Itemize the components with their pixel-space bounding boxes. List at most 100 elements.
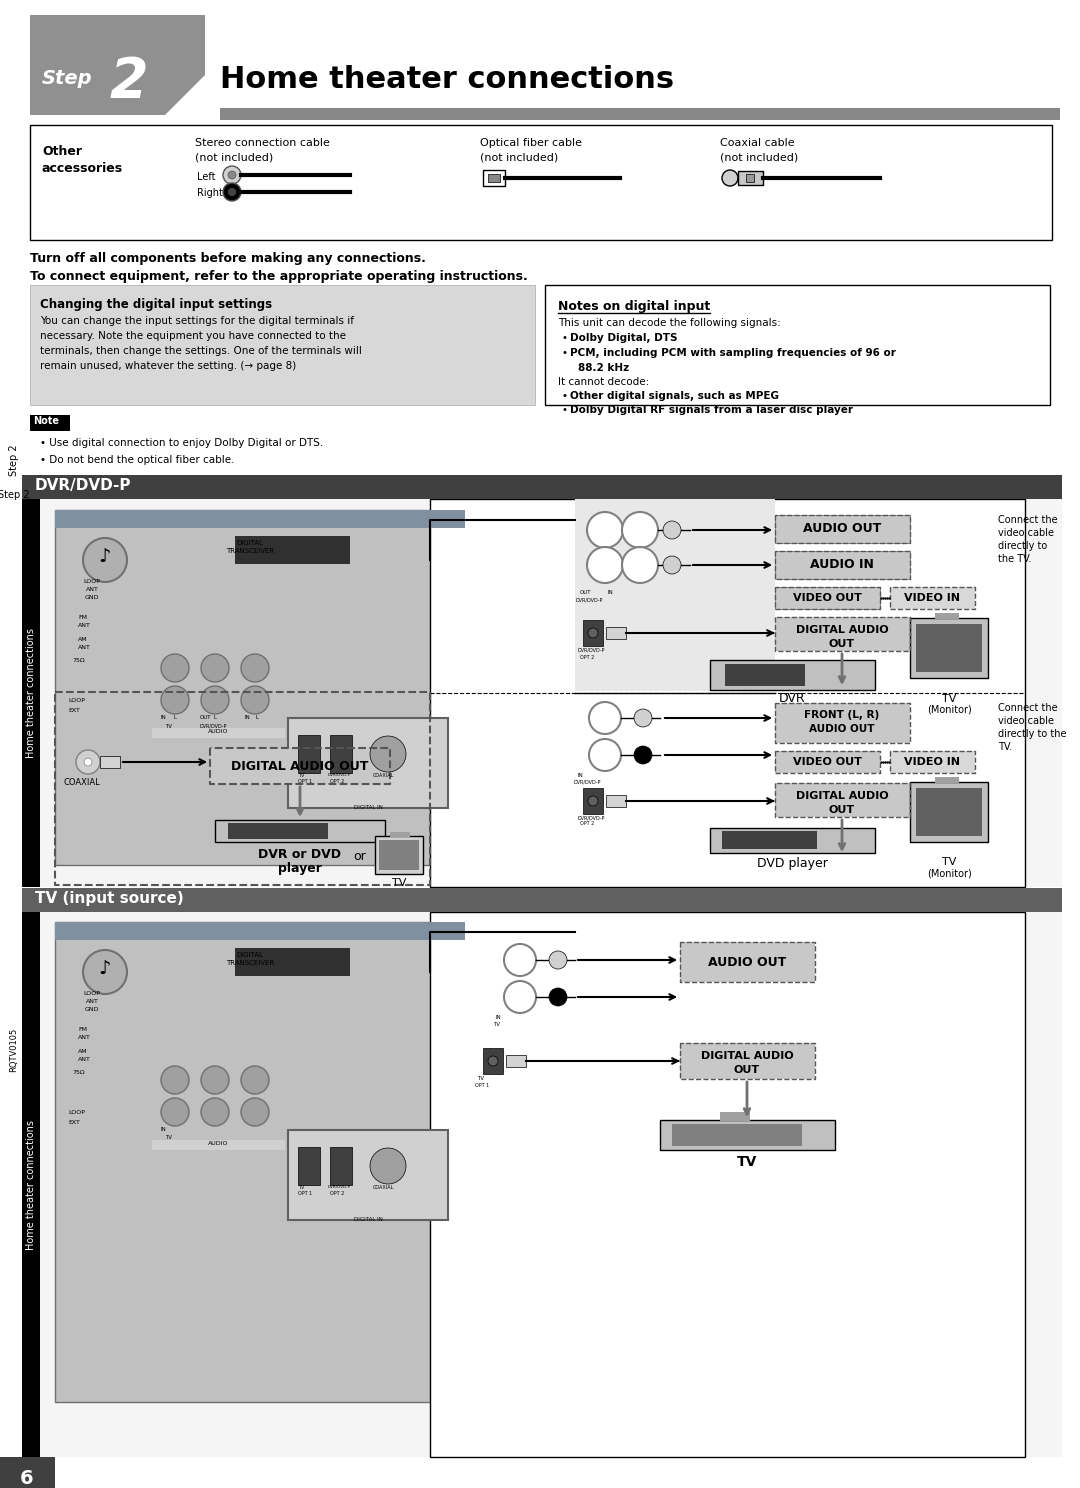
- Text: IN: IN: [244, 716, 249, 720]
- Bar: [228, 823, 328, 839]
- Text: ANT: ANT: [85, 586, 98, 592]
- Bar: [775, 751, 880, 772]
- Text: 75Ω: 75Ω: [72, 658, 84, 664]
- Bar: [288, 719, 448, 808]
- Text: Notes on digital input: Notes on digital input: [558, 301, 711, 312]
- Text: To connect equipment, refer to the appropriate operating instructions.: To connect equipment, refer to the appro…: [30, 269, 528, 283]
- Circle shape: [201, 655, 229, 682]
- Bar: [30, 125, 1052, 240]
- Circle shape: [83, 539, 127, 582]
- Text: AM: AM: [78, 1049, 87, 1054]
- Text: AUDIO OUT: AUDIO OUT: [809, 725, 875, 734]
- Text: TV: TV: [165, 1135, 172, 1140]
- Text: OUT: OUT: [829, 805, 855, 815]
- Text: Turn off all components before making any connections.: Turn off all components before making an…: [30, 251, 426, 265]
- Text: (not included): (not included): [480, 152, 558, 162]
- Text: AUDIO: AUDIO: [207, 729, 228, 734]
- Bar: [488, 174, 500, 182]
- Bar: [152, 728, 285, 738]
- Bar: [575, 498, 775, 690]
- Text: Stereo connection cable: Stereo connection cable: [195, 138, 329, 147]
- Bar: [710, 661, 875, 690]
- Text: DIGITAL IN: DIGITAL IN: [353, 805, 382, 809]
- Bar: [890, 586, 975, 609]
- Text: OUT: OUT: [829, 638, 855, 649]
- Circle shape: [588, 796, 598, 806]
- Bar: [507, 1055, 526, 1067]
- Circle shape: [83, 949, 127, 994]
- Text: AUDIO OUT: AUDIO OUT: [802, 522, 881, 536]
- Bar: [390, 832, 410, 836]
- Text: DIGITAL: DIGITAL: [237, 952, 264, 958]
- Text: DIGITAL IN: DIGITAL IN: [353, 1217, 382, 1222]
- Bar: [910, 618, 988, 679]
- Bar: [30, 415, 70, 432]
- Text: Right: Right: [197, 187, 222, 198]
- Text: COAXIAL: COAXIAL: [373, 1184, 394, 1190]
- Text: IN: IN: [495, 1015, 501, 1019]
- Circle shape: [161, 1065, 189, 1094]
- Circle shape: [588, 548, 623, 583]
- Bar: [330, 735, 352, 772]
- Bar: [55, 923, 465, 1402]
- Circle shape: [201, 1065, 229, 1094]
- Text: • Do not bend the optical fiber cable.: • Do not bend the optical fiber cable.: [40, 455, 234, 464]
- Bar: [916, 623, 982, 673]
- Text: directly to: directly to: [998, 542, 1048, 551]
- Text: Step 2: Step 2: [9, 445, 19, 476]
- Circle shape: [201, 686, 229, 714]
- Text: Optical fiber cable: Optical fiber cable: [480, 138, 582, 147]
- Text: VIDEO OUT: VIDEO OUT: [793, 757, 862, 766]
- Circle shape: [504, 943, 536, 976]
- Text: DVR/DVD-P: DVR/DVD-P: [200, 725, 228, 729]
- Text: L: L: [256, 716, 258, 720]
- Bar: [775, 515, 910, 543]
- Bar: [723, 830, 816, 850]
- Bar: [583, 789, 603, 814]
- Bar: [22, 498, 40, 887]
- Circle shape: [504, 981, 536, 1013]
- Bar: [738, 171, 762, 185]
- Circle shape: [663, 521, 681, 539]
- Text: Home theater connections: Home theater connections: [220, 65, 674, 95]
- Bar: [710, 827, 875, 853]
- Text: TRANSCEIVER: TRANSCEIVER: [226, 548, 274, 554]
- Circle shape: [228, 171, 237, 179]
- Text: DVR/DVD-P: DVR/DVD-P: [578, 815, 606, 820]
- Text: DVR/DVD-P: DVR/DVD-P: [328, 772, 351, 777]
- Text: Changing the digital input settings: Changing the digital input settings: [40, 298, 272, 311]
- Circle shape: [76, 750, 100, 774]
- Text: GND: GND: [84, 595, 99, 600]
- Text: L: L: [214, 716, 216, 720]
- Text: Other digital signals, such as MPEG: Other digital signals, such as MPEG: [570, 391, 779, 400]
- Circle shape: [370, 1149, 406, 1184]
- Circle shape: [241, 686, 269, 714]
- Text: VIDEO IN: VIDEO IN: [904, 757, 960, 766]
- Text: DIGITAL AUDIO: DIGITAL AUDIO: [796, 625, 889, 635]
- Bar: [55, 923, 465, 940]
- Bar: [152, 1140, 285, 1150]
- Text: •: •: [562, 348, 571, 359]
- Circle shape: [622, 512, 658, 548]
- Text: terminals, then change the settings. One of the terminals will: terminals, then change the settings. One…: [40, 347, 362, 356]
- Bar: [55, 510, 465, 865]
- Text: OUT: OUT: [580, 591, 592, 595]
- Bar: [430, 912, 1025, 1457]
- Circle shape: [201, 1098, 229, 1126]
- Text: OPT 2: OPT 2: [330, 780, 345, 784]
- Bar: [890, 751, 975, 772]
- Text: Other: Other: [42, 144, 82, 158]
- Bar: [30, 286, 535, 405]
- Text: OPT 2: OPT 2: [580, 821, 594, 826]
- Text: or: or: [353, 850, 366, 863]
- Circle shape: [589, 702, 621, 734]
- Bar: [298, 1147, 320, 1184]
- Text: TV: TV: [942, 857, 956, 868]
- Bar: [22, 888, 1062, 912]
- Bar: [545, 286, 1050, 405]
- Text: •: •: [562, 405, 571, 415]
- Text: This unit can decode the following signals:: This unit can decode the following signa…: [558, 318, 781, 327]
- Text: AUDIO IN: AUDIO IN: [810, 558, 874, 571]
- Bar: [55, 510, 465, 528]
- Text: Coaxial cable: Coaxial cable: [720, 138, 795, 147]
